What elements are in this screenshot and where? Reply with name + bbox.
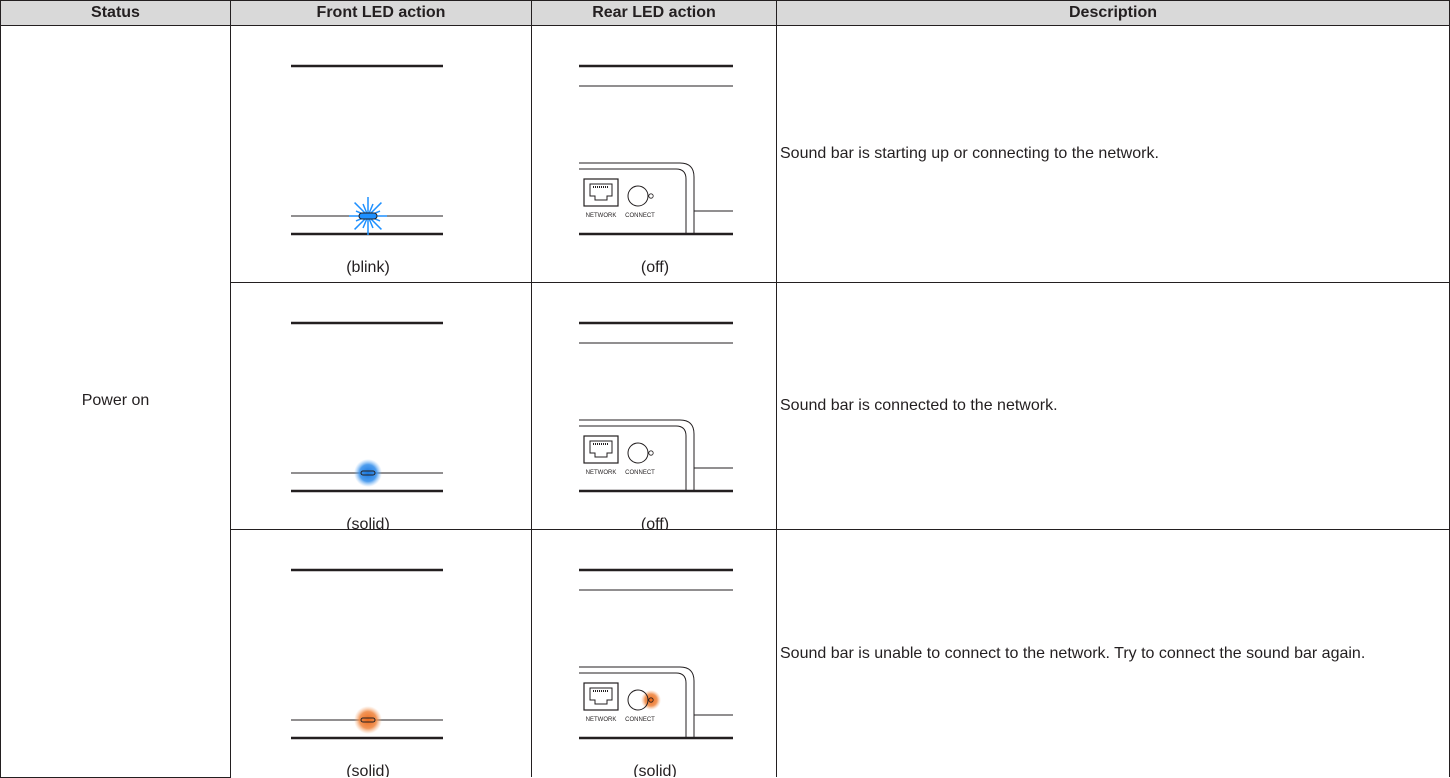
- description-cell: Sound bar is starting up or connecting t…: [776, 25, 1450, 283]
- port-label: NETWORK: [586, 470, 617, 476]
- rear-cell: NETWORK CONNECT (solid): [531, 529, 777, 777]
- status-cell: Power on: [0, 25, 231, 778]
- front-led-label: (solid): [346, 516, 390, 529]
- rear-led-label: (off): [641, 516, 669, 529]
- table-row: (solid) NETWORK CONNECT (solid) Sound ba…: [1, 529, 1450, 777]
- rear-led-illustration: NETWORK CONNECT (off): [579, 64, 733, 276]
- rear-led-label: (off): [641, 259, 669, 276]
- port-label: NETWORK: [586, 213, 617, 219]
- front-led-illustration: (solid): [291, 321, 443, 529]
- header-row: Status Front LED action Rear LED action …: [0, 0, 1450, 26]
- description-cell: Sound bar is connected to the network.: [776, 282, 1450, 530]
- header-cell: Rear LED action: [531, 0, 777, 26]
- header-cell: Description: [776, 0, 1450, 26]
- front-led-label: (blink): [346, 259, 390, 276]
- port-label: CONNECT: [625, 717, 655, 723]
- rear-led-label: (solid): [633, 763, 677, 777]
- port-label: CONNECT: [625, 470, 655, 476]
- port-label: CONNECT: [625, 213, 655, 219]
- front-led-illustration: (solid): [291, 568, 443, 777]
- table-row: Power on (blink) NETWORK CONNECT (off) S…: [0, 25, 1450, 778]
- front-cell: (solid): [230, 529, 532, 777]
- rear-led-illustration: NETWORK CONNECT (off): [579, 321, 733, 529]
- header-cell: Status: [0, 0, 231, 26]
- front-cell: (blink): [230, 25, 532, 283]
- front-cell: (solid): [230, 282, 532, 530]
- front-led-label: (solid): [346, 763, 390, 777]
- description-cell: Sound bar is unable to connect to the ne…: [776, 529, 1450, 777]
- table-row: (solid) NETWORK CONNECT (off) Sound bar …: [1, 282, 1450, 530]
- header-cell: Front LED action: [230, 0, 532, 26]
- front-led-illustration: (blink): [291, 64, 443, 276]
- rear-cell: NETWORK CONNECT (off): [531, 282, 777, 530]
- rear-led-illustration: NETWORK CONNECT (solid): [579, 568, 733, 777]
- port-label: NETWORK: [586, 717, 617, 723]
- rear-cell: NETWORK CONNECT (off): [531, 25, 777, 283]
